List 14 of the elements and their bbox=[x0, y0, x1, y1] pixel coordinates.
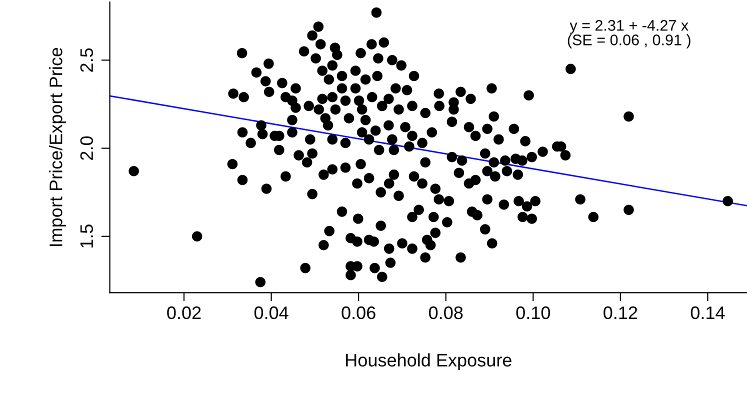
annotation: y = 2.31 + -4.27 x bbox=[570, 20, 688, 34]
x-tick-label: 0.14 bbox=[690, 306, 725, 320]
y-axis-title: Import Price/Export Price bbox=[49, 48, 66, 246]
y-tick-label: 2.0 bbox=[80, 136, 94, 160]
y-tick-label: 2.5 bbox=[80, 48, 94, 72]
annotation: (SE = 0.06 , 0.91 ) bbox=[568, 34, 690, 48]
x-tick-label: 0.10 bbox=[516, 306, 550, 320]
x-tick-label: 0.04 bbox=[254, 306, 288, 320]
x-tick-label: 0.08 bbox=[429, 306, 463, 320]
x-tick-label: 0.06 bbox=[342, 306, 376, 320]
x-tick-label: 0.12 bbox=[604, 306, 638, 320]
y-tick-label: 1.5 bbox=[80, 224, 94, 248]
x-tick-label: 0.02 bbox=[167, 306, 201, 320]
x-axis-title: Household Exposure bbox=[346, 353, 512, 370]
